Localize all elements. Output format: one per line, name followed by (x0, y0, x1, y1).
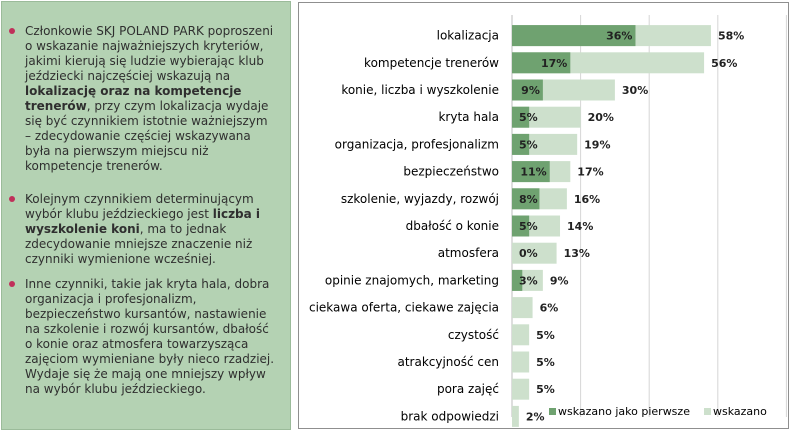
data-label-first: 8% (519, 193, 538, 206)
p1-bold-text: lokalizację oraz na kompetencje trenerów (25, 84, 242, 113)
p1-text-end: , przy czym lokalizacja wydaje się być c… (25, 99, 269, 173)
data-label-mentioned: 16% (574, 193, 600, 206)
data-label-first: 11% (520, 166, 546, 179)
p2-text-end: , ma to jednak zdecydowanie mniejsze zna… (25, 222, 253, 266)
category-label: atmosfera (438, 246, 499, 260)
data-label-mentioned: 5% (536, 329, 555, 342)
bullet-dot-icon (9, 281, 15, 287)
category-label: lokalizacja (437, 29, 499, 43)
data-label-first: 36% (606, 30, 632, 43)
category-label: czystość (448, 328, 499, 342)
text-panel: Członkowie SKJ POLAND PARK poproszeni o … (1, 1, 291, 430)
p2-bold-text: liczba i wyszkolenie koni (25, 207, 261, 236)
data-label-mentioned: 9% (550, 274, 569, 287)
data-label-first: 5% (519, 220, 538, 233)
data-label-first: 17% (541, 57, 567, 70)
bar-wskazano (512, 242, 557, 264)
bullet-text-2: Kolejnym czynnikiem determinującym wybór… (25, 192, 277, 267)
bar-wskazano-jako-pierwsze (512, 161, 550, 183)
legend-label-mentioned: wskazano (713, 405, 767, 418)
data-label-mentioned: 20% (588, 111, 614, 124)
bar-wskazano-jako-pierwsze (512, 52, 571, 74)
p2-text: Kolejnym czynnikiem determinującym wybór… (25, 192, 254, 221)
data-label-mentioned: 14% (567, 220, 593, 233)
bar-wskazano (512, 378, 530, 400)
category-label: ciekawa oferta, ciekawe zajęcia (309, 301, 499, 315)
legend-label-first: wskazano jako pierwsze (558, 405, 690, 418)
bar-wskazano-jako-pierwsze (512, 188, 540, 210)
bar-wskazano (512, 297, 533, 319)
bullet-dot-icon (9, 28, 15, 34)
bullet-text-3: Inne czynniki, takie jak kryta hala, dob… (25, 277, 275, 396)
bullet-text-1: Członkowie SKJ POLAND PARK poproszeni o … (25, 24, 277, 174)
data-label-mentioned: 5% (536, 356, 555, 369)
bar-wskazano-jako-pierwsze (512, 133, 530, 155)
legend-swatch-first (549, 408, 556, 415)
bar-wskazano-jako-pierwsze (512, 269, 523, 291)
data-label-first: 5% (519, 111, 538, 124)
bar-wskazano (512, 324, 530, 346)
category-label: pora zajęć (437, 382, 499, 396)
data-label-mentioned: 58% (718, 30, 744, 43)
category-label: bezpieczeństwo (403, 165, 499, 179)
category-label: atrakcyjność cen (397, 355, 499, 369)
data-label-mentioned: 19% (584, 138, 610, 151)
bar-chart: lokalizacja 36% 58% kompetencje trenerów 17%… (309, 15, 787, 427)
category-label: brak odpowiedzi (401, 409, 499, 423)
category-label: organizacja, profesjonalizm (335, 137, 499, 151)
bar-wskazano-jako-pierwsze (512, 25, 636, 47)
data-label-mentioned: 6% (540, 302, 559, 315)
data-label-mentioned: 30% (622, 84, 648, 97)
bar-wskazano (512, 106, 581, 128)
data-label-first: 9% (521, 84, 540, 97)
bar-wskazano (512, 351, 530, 373)
category-label: kryta hala (438, 110, 499, 124)
bar-wskazano (512, 405, 519, 427)
p1-text: Członkowie SKJ POLAND PARK poproszeni o … (25, 24, 274, 83)
bar-wskazano-jako-pierwsze (512, 215, 530, 237)
data-label-mentioned: 13% (564, 247, 590, 260)
legend-swatch-mentioned (704, 408, 711, 415)
bar-wskazano-jako-pierwsze (512, 79, 543, 101)
chart-container: lokalizacja 36% 58% kompetencje trenerów 17%… (298, 2, 789, 429)
data-label-first: 0% (519, 247, 538, 260)
category-label: szkolenie, wyjazdy, rozwój (341, 192, 499, 206)
data-label-mentioned: 17% (577, 166, 603, 179)
data-label-mentioned: 56% (711, 57, 737, 70)
data-label-mentioned: 5% (536, 383, 555, 396)
category-label: opinie znajomych, marketing (325, 273, 499, 287)
category-label: dbałość o konie (406, 219, 499, 233)
bullet-dot-icon (9, 196, 15, 202)
data-label-mentioned: 2% (526, 410, 545, 423)
bar-wskazano-jako-pierwsze (512, 106, 530, 128)
data-label-first: 5% (519, 138, 538, 151)
category-label: konie, liczba i wyszkolenie (341, 83, 499, 97)
category-label: kompetencje trenerów (364, 56, 499, 70)
data-label-first: 3% (519, 274, 538, 287)
